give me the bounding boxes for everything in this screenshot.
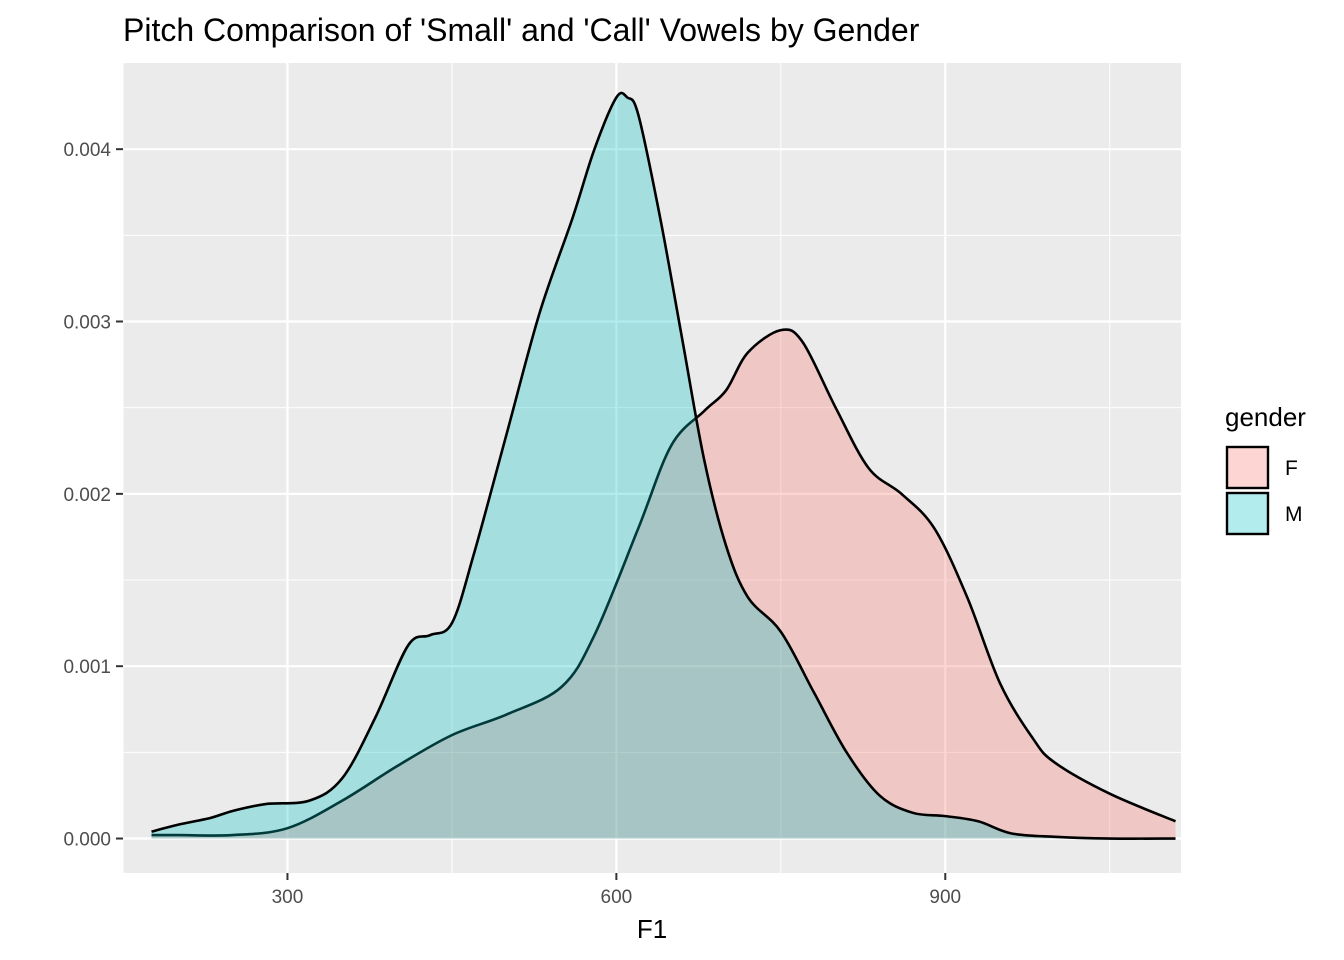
density-area-m <box>151 92 1176 839</box>
density-series <box>151 91 1177 840</box>
density-area-f <box>151 329 1176 839</box>
y-tick-label: 0.001 <box>63 657 111 678</box>
y-axis: 0.000 0.001 0.002 0.003 0.004 <box>63 140 123 851</box>
density-line-m <box>151 91 1176 840</box>
y-tick-label: 0.003 <box>63 313 111 334</box>
legend-label-m: M <box>1285 503 1303 526</box>
plot-panel <box>123 63 1181 873</box>
x-tick-label: 900 <box>929 887 961 908</box>
legend-label-f: F <box>1285 457 1298 480</box>
x-tick-label: 600 <box>601 887 633 908</box>
legend-key-f <box>1225 445 1270 490</box>
legend-key-m <box>1225 491 1270 536</box>
x-tick-label: 300 <box>272 887 304 908</box>
legend-key-bg-f <box>1226 446 1268 488</box>
density-line-f <box>151 328 1177 837</box>
legend-title: gender <box>1225 402 1306 432</box>
chart-title: Pitch Comparison of 'Small' and 'Call' V… <box>123 12 920 48</box>
x-axis-title: F1 <box>637 914 667 944</box>
y-tick-label: 0.000 <box>63 830 111 851</box>
x-axis: 300 600 900 <box>272 873 961 908</box>
y-tick-label: 0.004 <box>63 140 111 161</box>
y-tick-label: 0.002 <box>63 485 111 506</box>
legend-key-bg-m <box>1226 492 1268 534</box>
legend: gender FM <box>1225 402 1306 536</box>
grid-minor <box>122 63 1181 873</box>
